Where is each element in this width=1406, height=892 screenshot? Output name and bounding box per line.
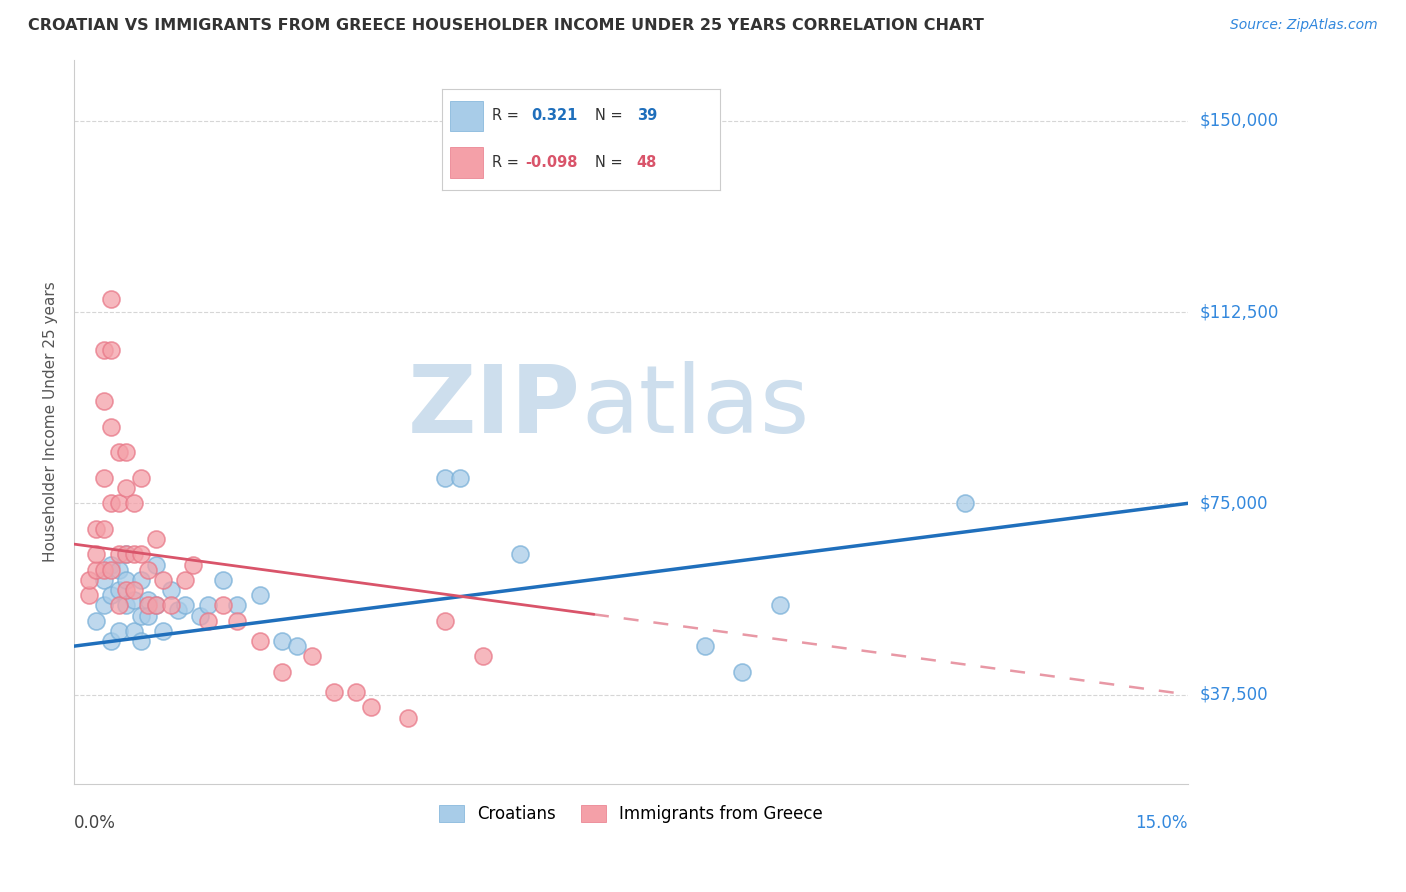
Text: ZIP: ZIP bbox=[408, 361, 581, 453]
Point bbox=[100, 634, 122, 648]
Point bbox=[138, 563, 160, 577]
Point bbox=[159, 582, 181, 597]
Point bbox=[226, 614, 249, 628]
Text: Source: ZipAtlas.com: Source: ZipAtlas.com bbox=[1230, 18, 1378, 32]
Point bbox=[181, 558, 204, 572]
Point bbox=[434, 471, 457, 485]
Point bbox=[115, 573, 138, 587]
Point bbox=[323, 685, 346, 699]
Point bbox=[301, 649, 323, 664]
Point bbox=[360, 700, 382, 714]
Point bbox=[509, 547, 531, 561]
Point bbox=[100, 588, 122, 602]
Point bbox=[129, 547, 152, 561]
Y-axis label: Householder Income Under 25 years: Householder Income Under 25 years bbox=[44, 281, 58, 562]
Text: CROATIAN VS IMMIGRANTS FROM GREECE HOUSEHOLDER INCOME UNDER 25 YEARS CORRELATION: CROATIAN VS IMMIGRANTS FROM GREECE HOUSE… bbox=[28, 18, 984, 33]
Text: $37,500: $37,500 bbox=[1199, 686, 1268, 704]
Point bbox=[107, 582, 129, 597]
Point bbox=[93, 471, 115, 485]
Point bbox=[285, 639, 308, 653]
Point bbox=[145, 558, 167, 572]
Point bbox=[100, 293, 122, 307]
Point bbox=[138, 593, 160, 607]
Point bbox=[271, 665, 294, 679]
Point bbox=[174, 573, 197, 587]
Point bbox=[449, 471, 471, 485]
Point bbox=[249, 588, 271, 602]
Point bbox=[93, 573, 115, 587]
Point bbox=[115, 481, 138, 495]
Point bbox=[86, 522, 108, 536]
Point bbox=[197, 599, 219, 613]
Point bbox=[86, 563, 108, 577]
Point bbox=[159, 599, 181, 613]
Point bbox=[145, 599, 167, 613]
Point bbox=[93, 599, 115, 613]
Point bbox=[211, 573, 233, 587]
Point bbox=[122, 624, 145, 638]
Point bbox=[107, 624, 129, 638]
Point bbox=[107, 563, 129, 577]
Point bbox=[152, 624, 174, 638]
Point bbox=[129, 608, 152, 623]
Point bbox=[115, 547, 138, 561]
Point bbox=[93, 343, 115, 358]
Text: $150,000: $150,000 bbox=[1199, 112, 1278, 130]
Point bbox=[93, 394, 115, 409]
Point bbox=[145, 532, 167, 546]
Point bbox=[138, 599, 160, 613]
Point bbox=[115, 599, 138, 613]
Point bbox=[344, 685, 367, 699]
Point bbox=[152, 573, 174, 587]
Point bbox=[768, 599, 790, 613]
Point bbox=[167, 603, 190, 617]
Point bbox=[145, 599, 167, 613]
Point bbox=[434, 614, 457, 628]
Point bbox=[107, 547, 129, 561]
Point bbox=[86, 547, 108, 561]
Legend: Croatians, Immigrants from Greece: Croatians, Immigrants from Greece bbox=[432, 798, 830, 830]
Point bbox=[100, 563, 122, 577]
Point bbox=[122, 547, 145, 561]
Point bbox=[100, 496, 122, 510]
Point bbox=[122, 496, 145, 510]
Point bbox=[122, 582, 145, 597]
Text: 0.0%: 0.0% bbox=[75, 814, 115, 832]
Point bbox=[115, 445, 138, 459]
Point bbox=[955, 496, 977, 510]
Point bbox=[129, 573, 152, 587]
Point bbox=[115, 582, 138, 597]
Point bbox=[100, 420, 122, 434]
Point bbox=[226, 599, 249, 613]
Point bbox=[129, 471, 152, 485]
Point bbox=[249, 634, 271, 648]
Point bbox=[197, 614, 219, 628]
Point bbox=[695, 639, 717, 653]
Point bbox=[115, 547, 138, 561]
Point bbox=[93, 522, 115, 536]
Text: $75,000: $75,000 bbox=[1199, 494, 1268, 512]
Point bbox=[129, 634, 152, 648]
Point bbox=[107, 496, 129, 510]
Text: 15.0%: 15.0% bbox=[1136, 814, 1188, 832]
Text: atlas: atlas bbox=[581, 361, 810, 453]
Point bbox=[138, 608, 160, 623]
Point bbox=[100, 558, 122, 572]
Point bbox=[211, 599, 233, 613]
Text: $112,500: $112,500 bbox=[1199, 303, 1278, 321]
Point bbox=[93, 563, 115, 577]
Point bbox=[471, 649, 494, 664]
Point bbox=[731, 665, 754, 679]
Point bbox=[86, 614, 108, 628]
Point bbox=[77, 573, 100, 587]
Point bbox=[188, 608, 211, 623]
Point bbox=[122, 593, 145, 607]
Point bbox=[396, 710, 419, 724]
Point bbox=[100, 343, 122, 358]
Point bbox=[107, 599, 129, 613]
Point bbox=[107, 445, 129, 459]
Point bbox=[271, 634, 294, 648]
Point bbox=[77, 588, 100, 602]
Point bbox=[174, 599, 197, 613]
